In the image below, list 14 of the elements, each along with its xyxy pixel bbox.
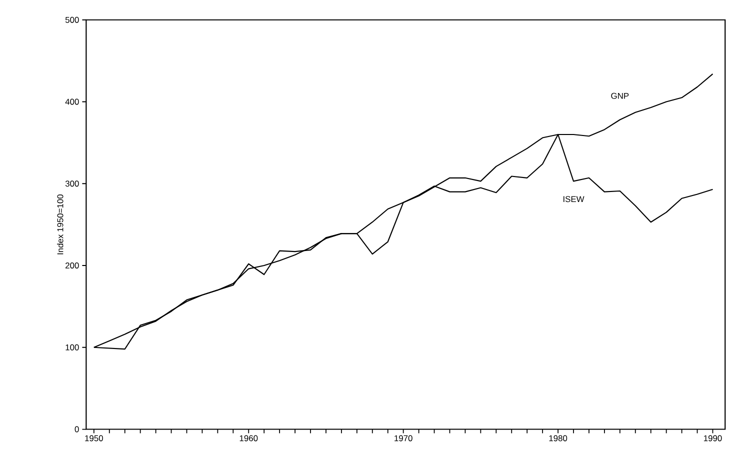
series-label: ISEW — [563, 196, 584, 202]
y-tick-label: 400 — [65, 98, 79, 105]
y-tick-label: 100 — [66, 344, 79, 350]
y-tick-label: 200 — [66, 262, 79, 268]
x-tick-label: 1970 — [394, 435, 412, 442]
series-label: GNP — [611, 92, 629, 99]
x-tick-label: 1980 — [549, 435, 568, 442]
y-tick-label: 0 — [74, 426, 79, 432]
y-tick-label: 300 — [65, 180, 79, 187]
x-tick-label: 1960 — [240, 435, 258, 442]
y-tick-label: 500 — [65, 16, 79, 23]
x-tick-label: 1950 — [85, 435, 103, 442]
x-tick-label: 1990 — [704, 435, 722, 442]
y-axis-title: Index 1950=100 — [57, 194, 64, 254]
